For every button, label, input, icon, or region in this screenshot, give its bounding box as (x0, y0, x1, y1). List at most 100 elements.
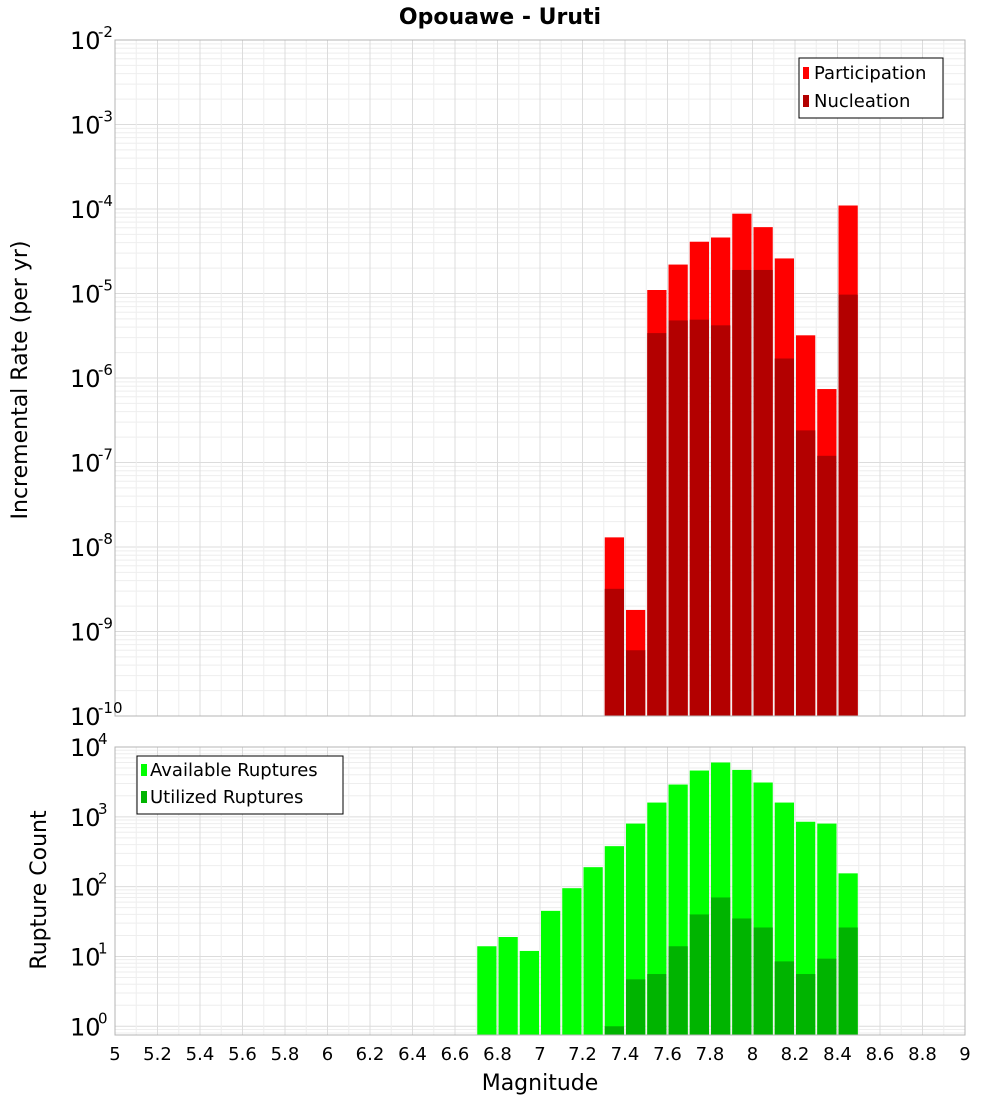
bottom-bar (689, 914, 709, 1035)
top-series-1 (604, 269, 858, 716)
bottom-bar (604, 846, 624, 1035)
bottom-y-tick-label: 10 (70, 1013, 101, 1041)
bottom-bar (774, 961, 794, 1035)
bottom-y-tick-exponent: 3 (98, 800, 108, 818)
top-y-tick-exponent: -2 (98, 23, 113, 41)
top-bar (774, 358, 794, 716)
bottom-bar (583, 867, 603, 1035)
bottom-bar (838, 927, 858, 1035)
x-tick-label: 8.4 (823, 1044, 852, 1065)
bottom-bar (732, 918, 752, 1035)
bottom-bar (477, 946, 497, 1035)
bottom-bar (498, 936, 518, 1035)
x-tick-label: 5.4 (186, 1044, 215, 1065)
x-tick-label: 6 (322, 1044, 333, 1065)
top-y-tick-exponent: -8 (98, 530, 113, 548)
x-tick-label: 8.8 (908, 1044, 937, 1065)
bottom-y-tick-label: 10 (70, 804, 101, 832)
x-tick-label: 8 (747, 1044, 758, 1065)
top-y-tick-label: 10 (70, 281, 101, 309)
x-tick-label: 5 (109, 1044, 120, 1065)
x-tick-label: 5.8 (271, 1044, 300, 1065)
bottom-y-tick-label: 10 (70, 943, 101, 971)
chart-title: Opouawe - Uruti (399, 5, 601, 30)
x-tick-label: 9 (959, 1044, 970, 1065)
bottom-bar (668, 946, 688, 1035)
top-y-tick-label: 10 (70, 365, 101, 393)
bottom-bar (753, 927, 773, 1035)
top-y-tick-label: 10 (70, 703, 101, 731)
bottom-y-tick-exponent: 4 (98, 730, 108, 748)
x-tick-label: 6.4 (398, 1044, 427, 1065)
top-legend-label: Participation (814, 63, 926, 84)
top-legend-swatch (803, 67, 809, 79)
x-tick-label: 7.4 (611, 1044, 640, 1065)
top-y-axis-title: Incremental Rate (per yr) (8, 241, 33, 520)
x-tick-label: 5.6 (228, 1044, 257, 1065)
x-tick-label: 5.2 (143, 1044, 172, 1065)
top-bar (668, 320, 688, 716)
x-tick-label: 6.6 (441, 1044, 470, 1065)
bottom-bar (541, 910, 561, 1035)
top-y-tick-label: 10 (70, 450, 101, 478)
top-y-tick-exponent: -3 (98, 108, 113, 126)
x-axis-title: Magnitude (482, 1071, 599, 1096)
top-bar (753, 269, 773, 716)
top-legend-label: Nucleation (814, 91, 910, 112)
bottom-y-tick-exponent: 1 (98, 939, 108, 957)
bottom-y-tick-exponent: 0 (98, 1009, 108, 1027)
top-bar (817, 455, 837, 716)
bottom-bar (817, 958, 837, 1035)
top-y-tick-exponent: -10 (98, 699, 123, 717)
top-bar (647, 333, 667, 716)
top-legend-swatch (803, 95, 809, 107)
x-tick-label: 7.2 (568, 1044, 597, 1065)
bottom-y-tick-label: 10 (70, 874, 101, 902)
x-tick-label: 7.6 (653, 1044, 682, 1065)
bottom-y-tick-exponent: 2 (98, 870, 108, 888)
top-y-tick-label: 10 (70, 112, 101, 140)
bottom-y-axis-title: Rupture Count (27, 810, 52, 970)
bottom-bar (626, 979, 646, 1035)
top-grid (114, 39, 966, 717)
top-bar (689, 319, 709, 716)
top-y-tick-exponent: -6 (98, 361, 113, 379)
x-tick-labels: 5 5.2 5.4 5.6 5.8 6 6.2 6.4 6.6 6.8 7 7.2 7.4 7.6 7.8 8… (109, 1044, 970, 1065)
bottom-legend: Available Ruptures Utilized Ruptures (136, 755, 344, 815)
bottom-series-1 (604, 897, 858, 1035)
x-tick-label: 6.8 (483, 1044, 512, 1065)
top-plot-frame (114, 39, 966, 717)
top-legend: Participation Nucleation (798, 57, 944, 119)
x-tick-label: 7 (534, 1044, 545, 1065)
top-y-tick-label: 10 (70, 619, 101, 647)
x-tick-label: 6.2 (356, 1044, 385, 1065)
bottom-legend-label: Utilized Ruptures (150, 787, 303, 808)
x-tick-label: 7.8 (696, 1044, 725, 1065)
top-bar (604, 588, 624, 716)
bottom-bar (796, 974, 816, 1035)
top-bar (732, 269, 752, 716)
bottom-legend-box (136, 755, 344, 815)
x-tick-label: 8.2 (781, 1044, 810, 1065)
top-y-tick-exponent: -4 (98, 192, 113, 210)
top-y-tick-label: 10 (70, 534, 101, 562)
bottom-bar (647, 974, 667, 1035)
top-y-tick-label: 10 (70, 196, 101, 224)
top-bar (796, 430, 816, 716)
top-legend-box (798, 57, 944, 119)
top-bar (711, 325, 731, 716)
bottom-bar (604, 1026, 624, 1035)
top-y-tick-exponent: -7 (98, 446, 113, 464)
bottom-legend-swatch (141, 791, 147, 803)
incremental-rate-panel: 10-1010-910-810-710-610-510-410-310-2Par… (70, 23, 966, 731)
top-bar (838, 294, 858, 716)
x-tick-label: 8.6 (866, 1044, 895, 1065)
bottom-legend-label: Available Ruptures (150, 760, 318, 781)
top-bar (626, 650, 646, 716)
bottom-bar (519, 950, 539, 1035)
top-y-tick-label: 10 (70, 27, 101, 55)
bottom-bar (562, 888, 582, 1035)
bottom-y-tick-label: 10 (70, 734, 101, 762)
